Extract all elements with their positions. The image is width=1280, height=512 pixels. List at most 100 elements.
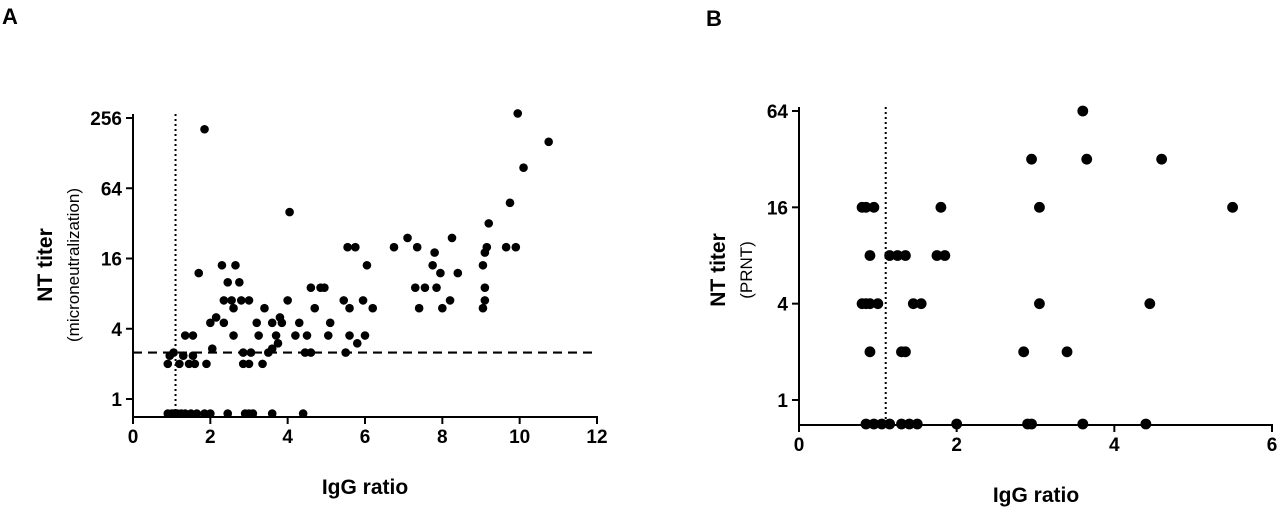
panel-a-data-point — [175, 359, 184, 369]
panel-a-data-point — [229, 303, 238, 313]
panel-a-data-point — [188, 351, 198, 361]
panel-a-x-tick-label: 10 — [509, 427, 530, 448]
panel-a-data-point — [223, 409, 233, 418]
panel-a-data-point — [217, 260, 227, 270]
panel-b-x-tick-label: 0 — [794, 435, 805, 456]
panel-a-data-point — [362, 260, 372, 270]
panel-b-y-axis-subtitle: (PRNT) — [737, 241, 756, 299]
panel-a-data-point — [438, 303, 447, 313]
panel-a-data-point — [325, 318, 335, 328]
panel-a-x-tick-label: 2 — [205, 427, 216, 448]
panel-a-x-tick-label: 8 — [437, 427, 448, 448]
panel-b-y-tick-label: 64 — [767, 102, 789, 123]
panel-a-data-point — [235, 278, 244, 287]
panel-b-data-point — [868, 418, 880, 430]
panel-b-y-tick-label: 1 — [777, 391, 788, 412]
panel-a-data-point — [244, 296, 254, 305]
panel-a-data-point — [352, 339, 362, 348]
panel-a-data-point — [207, 344, 217, 353]
panel-a-data-point — [238, 348, 248, 357]
panel-b-data-point — [907, 298, 919, 310]
panel-a-y-axis-subtitle: (microneutralization) — [64, 188, 83, 342]
panel-b: B 0 2 4 6 1 4 16 64 IgG ratio NT titer (PRNT) — [706, 6, 1277, 507]
panel-a-data-point — [190, 359, 200, 369]
panel-a-data-point — [414, 303, 424, 313]
panel-b-data-point — [1227, 201, 1238, 213]
panel-a-data-point — [188, 331, 198, 340]
panel-a-data-point — [339, 296, 349, 305]
panel-a-data-point — [345, 303, 354, 313]
panel-b-data-point — [1034, 201, 1045, 213]
panel-a-data-point — [323, 331, 333, 340]
panel-a-data-point — [244, 359, 254, 369]
panel-b-data-point — [935, 201, 947, 213]
panel-a-data-point — [436, 268, 445, 278]
panel-a-label: A — [2, 4, 18, 29]
panel-a-data-point — [501, 242, 511, 252]
panel-a-data-point — [320, 283, 329, 292]
panel-b-data-point — [1144, 298, 1156, 310]
panel-a-data-point — [298, 409, 308, 418]
panel-a-data-point — [291, 331, 300, 340]
panel-b-x-tick-label: 2 — [951, 435, 962, 456]
panel-a-data-point — [360, 331, 370, 340]
panel-a-data-point — [302, 331, 312, 340]
panel-b-data-point — [911, 418, 923, 430]
panel-b-data-point — [860, 201, 872, 213]
panel-a-points — [163, 109, 553, 418]
panel-a-y-tick-label: 4 — [111, 320, 122, 341]
panel-a-data-point — [432, 283, 441, 292]
panel-a-data-point — [260, 303, 269, 313]
panel-a-data-point — [267, 409, 277, 418]
panel-b-y-tick-label: 4 — [777, 295, 788, 316]
panel-b-data-point — [872, 298, 884, 310]
panel-a-data-point — [445, 296, 455, 305]
panel-b-data-point — [1034, 298, 1045, 310]
panel-a-y-tick-label: 256 — [90, 109, 122, 130]
panel-a-data-point — [294, 318, 304, 328]
panel-b-data-point — [915, 298, 927, 310]
panel-a-data-point — [368, 303, 378, 313]
panel-a-data-point — [275, 313, 285, 322]
panel-b-data-point — [939, 250, 951, 261]
panel-a-y-tick-label: 1 — [111, 390, 122, 411]
panel-b-data-point — [931, 250, 943, 261]
panel-b-data-point — [868, 201, 880, 213]
panel-a-data-point — [200, 124, 209, 134]
panel-a-data-point — [211, 313, 221, 322]
panel-a-data-point — [430, 248, 439, 257]
panel-a-data-point — [478, 303, 488, 313]
panel-a-data-point — [267, 318, 277, 328]
panel-a-data-point — [453, 268, 463, 278]
panel-a-reference-lines — [133, 114, 597, 417]
panel-a-data-point — [480, 296, 490, 305]
panel-a-x-tick-label: 12 — [586, 427, 607, 448]
panel-a-data-point — [206, 409, 215, 418]
panel-a-data-point — [192, 409, 202, 418]
panel-a-y-axis-title: NT titer — [34, 228, 57, 302]
panel-a-y-tick-label: 16 — [101, 250, 122, 271]
panel-b-data-point — [864, 346, 876, 358]
panel-b-y-tick-label: 16 — [767, 198, 788, 219]
panel-a-data-point — [358, 296, 368, 305]
panel-b-data-point — [864, 298, 876, 310]
panel-b-data-point — [1026, 153, 1037, 165]
panel-b-data-point — [1077, 418, 1089, 430]
panel-b-data-point — [1081, 153, 1093, 165]
panel-a-data-point — [403, 233, 412, 243]
panel-b-data-point — [1018, 346, 1030, 358]
panel-b-data-point — [900, 346, 911, 358]
panel-a-data-point — [178, 351, 188, 361]
panel-b-data-point — [1140, 418, 1152, 430]
panel-b-label: B — [706, 6, 722, 31]
panel-b-data-point — [860, 418, 872, 430]
panel-a-data-point — [343, 242, 352, 252]
panel-a-data-point — [389, 242, 399, 252]
panel-b-points — [856, 105, 1238, 430]
panel-a-data-point — [480, 283, 490, 292]
panel-a-data-point — [273, 339, 283, 348]
panel-a-data-point — [410, 283, 420, 292]
panel-a-data-point — [544, 137, 553, 147]
panel-a-data-point — [484, 219, 494, 228]
